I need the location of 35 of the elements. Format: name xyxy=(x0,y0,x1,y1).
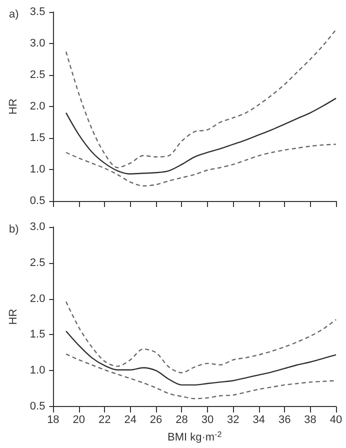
y-tick-label: 1.0 xyxy=(30,364,46,377)
line-series xyxy=(65,29,337,168)
y-tick-label: 0.5 xyxy=(30,195,46,207)
y-tick-label: 1.0 xyxy=(30,164,46,176)
x-tick-label: 36 xyxy=(278,414,291,426)
x-tick-label: 24 xyxy=(124,414,136,426)
x-tick-label: 22 xyxy=(98,414,111,426)
line-series xyxy=(65,98,337,175)
y-tick-label: 2.5 xyxy=(30,69,46,81)
y-tick-label: 1.5 xyxy=(30,328,46,341)
y-tick-label: 3.5 xyxy=(30,6,46,18)
x-tick-label: 30 xyxy=(201,414,214,426)
x-tick-label: 28 xyxy=(176,414,188,426)
y-tick-label: 1.5 xyxy=(30,132,46,144)
y-tick-label: 3.0 xyxy=(30,221,46,233)
line-series xyxy=(65,144,337,186)
y-tick-label: 3.0 xyxy=(30,38,46,50)
line-series xyxy=(65,353,337,400)
chart-title: b) xyxy=(9,224,19,236)
x-tick-label: 20 xyxy=(72,414,86,426)
chart-title: a) xyxy=(9,8,19,20)
y-tick-label: 2.0 xyxy=(30,100,46,112)
y-tick-label: 2.0 xyxy=(30,292,46,305)
y-tick-label: 2.5 xyxy=(30,256,46,269)
x-tick-label: 26 xyxy=(150,414,162,426)
line-series xyxy=(65,330,337,386)
x-tick-label: 40 xyxy=(330,414,342,426)
x-tick-label: 38 xyxy=(304,414,316,426)
y-axis-title: HR xyxy=(8,98,20,114)
y-tick-label: 0.5 xyxy=(30,400,46,412)
y-axis-title: HR xyxy=(8,308,20,325)
x-tick-label: 32 xyxy=(227,414,240,426)
x-tick-label: 34 xyxy=(252,414,265,426)
x-tick-label: 18 xyxy=(47,414,60,426)
line-series xyxy=(65,301,337,374)
